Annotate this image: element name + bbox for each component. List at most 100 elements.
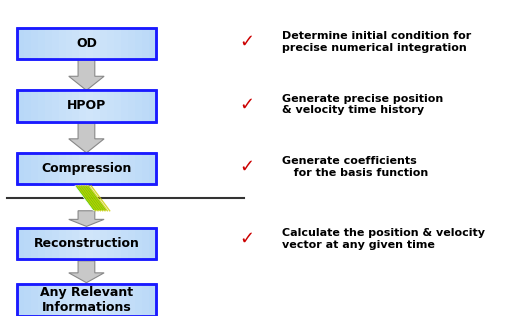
FancyBboxPatch shape [121,228,128,259]
FancyBboxPatch shape [86,28,94,59]
FancyBboxPatch shape [45,228,51,259]
FancyBboxPatch shape [59,228,65,259]
FancyBboxPatch shape [114,28,121,59]
FancyBboxPatch shape [135,28,142,59]
FancyBboxPatch shape [59,284,65,316]
FancyBboxPatch shape [72,28,80,59]
FancyBboxPatch shape [31,153,38,184]
FancyBboxPatch shape [107,284,114,316]
FancyBboxPatch shape [38,284,45,316]
FancyBboxPatch shape [31,284,38,316]
FancyBboxPatch shape [86,284,94,316]
FancyBboxPatch shape [135,228,142,259]
FancyBboxPatch shape [80,153,86,184]
FancyBboxPatch shape [38,228,45,259]
FancyBboxPatch shape [72,228,80,259]
FancyBboxPatch shape [38,90,45,122]
FancyBboxPatch shape [86,153,94,184]
FancyBboxPatch shape [72,153,80,184]
FancyBboxPatch shape [38,153,45,184]
Text: ✓: ✓ [239,33,254,51]
FancyBboxPatch shape [107,90,114,122]
FancyBboxPatch shape [65,228,72,259]
Polygon shape [69,211,104,227]
Text: ✓: ✓ [239,158,254,176]
Polygon shape [69,122,104,153]
FancyBboxPatch shape [107,28,114,59]
FancyBboxPatch shape [142,284,149,316]
FancyBboxPatch shape [100,90,107,122]
Text: ✓: ✓ [239,95,254,113]
FancyBboxPatch shape [94,284,100,316]
FancyBboxPatch shape [80,284,86,316]
Text: Any Relevant
Informations: Any Relevant Informations [40,286,133,314]
FancyBboxPatch shape [94,90,100,122]
FancyBboxPatch shape [17,90,156,122]
FancyBboxPatch shape [128,284,135,316]
FancyBboxPatch shape [72,284,80,316]
FancyBboxPatch shape [31,28,38,59]
FancyBboxPatch shape [59,153,65,184]
FancyBboxPatch shape [45,28,51,59]
FancyBboxPatch shape [65,28,72,59]
Text: Compression: Compression [41,162,132,175]
FancyBboxPatch shape [59,28,65,59]
FancyBboxPatch shape [100,228,107,259]
FancyBboxPatch shape [100,153,107,184]
FancyBboxPatch shape [65,90,72,122]
FancyBboxPatch shape [100,28,107,59]
FancyBboxPatch shape [65,284,72,316]
FancyBboxPatch shape [59,90,65,122]
FancyBboxPatch shape [135,284,142,316]
FancyBboxPatch shape [128,90,135,122]
FancyBboxPatch shape [142,228,149,259]
FancyBboxPatch shape [94,228,100,259]
Polygon shape [69,261,104,283]
FancyBboxPatch shape [45,90,51,122]
FancyBboxPatch shape [51,28,59,59]
FancyBboxPatch shape [128,28,135,59]
Text: ✓: ✓ [239,230,254,248]
FancyBboxPatch shape [80,28,86,59]
FancyBboxPatch shape [86,90,94,122]
Polygon shape [69,59,104,90]
FancyBboxPatch shape [142,28,149,59]
FancyBboxPatch shape [114,90,121,122]
FancyBboxPatch shape [38,28,45,59]
FancyBboxPatch shape [80,90,86,122]
Text: OD: OD [76,37,97,50]
FancyBboxPatch shape [86,228,94,259]
FancyBboxPatch shape [17,153,156,184]
Text: Calculate the position & velocity
vector at any given time: Calculate the position & velocity vector… [282,228,485,250]
FancyBboxPatch shape [17,284,156,316]
FancyBboxPatch shape [128,153,135,184]
FancyBboxPatch shape [107,153,114,184]
FancyBboxPatch shape [121,284,128,316]
FancyBboxPatch shape [17,28,156,59]
FancyBboxPatch shape [135,90,142,122]
Polygon shape [75,186,107,211]
FancyBboxPatch shape [142,153,149,184]
FancyBboxPatch shape [31,228,38,259]
FancyBboxPatch shape [45,284,51,316]
FancyBboxPatch shape [94,153,100,184]
FancyBboxPatch shape [121,28,128,59]
Text: Generate precise position
& velocity time history: Generate precise position & velocity tim… [282,94,443,115]
FancyBboxPatch shape [31,90,38,122]
FancyBboxPatch shape [51,284,59,316]
FancyBboxPatch shape [135,153,142,184]
Text: Generate coefficients
   for the basis function: Generate coefficients for the basis func… [282,156,428,178]
FancyBboxPatch shape [114,284,121,316]
FancyBboxPatch shape [94,28,100,59]
Text: Determine initial condition for
precise numerical integration: Determine initial condition for precise … [282,31,471,53]
FancyBboxPatch shape [80,228,86,259]
FancyBboxPatch shape [45,153,51,184]
FancyBboxPatch shape [114,228,121,259]
FancyBboxPatch shape [121,153,128,184]
FancyBboxPatch shape [107,228,114,259]
FancyBboxPatch shape [17,228,156,259]
FancyBboxPatch shape [114,153,121,184]
FancyBboxPatch shape [142,90,149,122]
FancyBboxPatch shape [51,90,59,122]
Text: Reconstruction: Reconstruction [33,237,139,250]
